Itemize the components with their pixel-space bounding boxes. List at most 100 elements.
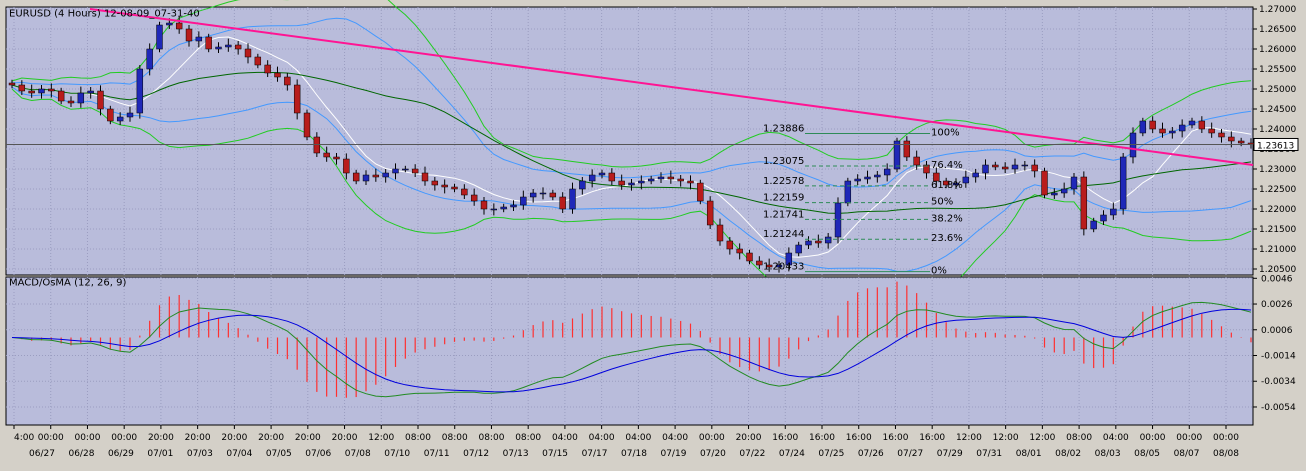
candle-body: [470, 194, 478, 202]
candle-body: [569, 188, 576, 210]
fibonacci-levels: 1.23886 100% 1.23075 76.4% 1.22578 61.8% 1.221…: [763, 124, 963, 277]
candle-body: [1119, 156, 1127, 210]
time-tick-top: 00:00: [111, 433, 137, 443]
candle-body: [48, 88, 55, 92]
time-tick-bottom: 08/03: [1095, 449, 1121, 459]
price-axis: 1.27000 1.26500 1.26000 1.25500 1.25000 1.245…: [6, 5, 1299, 275]
candle-body: [1178, 124, 1186, 132]
time-tick-bottom: 07/26: [858, 449, 884, 459]
time-tick-top: 16:00: [809, 433, 835, 443]
candle-body: [421, 172, 429, 182]
time-tick-top: 08:00: [515, 433, 541, 443]
candle-body: [834, 202, 842, 238]
time-tick-top: 08:00: [478, 433, 504, 443]
price-tick-label: 1.21000: [1259, 245, 1296, 255]
candle-body: [8, 82, 16, 86]
time-tick-top: 00:00: [1176, 433, 1202, 443]
macd-title: MACD/OsMA (12, 26, 9): [9, 277, 127, 288]
price-panel: [5, 6, 1254, 276]
candle-body: [372, 174, 380, 178]
candle-body: [284, 76, 291, 86]
fib-price-label: 1.23886: [763, 124, 804, 135]
time-tick-top: 20:00: [185, 433, 211, 443]
candle-body: [824, 236, 832, 244]
time-tick-top: 00:00: [1213, 433, 1239, 443]
time-tick-top: 12:00: [1029, 433, 1055, 443]
fib-level-label: 100%: [931, 128, 960, 139]
macd-main-line: [11, 301, 1252, 398]
time-tick-top: 08:00: [442, 433, 468, 443]
candle-body: [923, 164, 930, 174]
time-tick-bottom: 07/22: [739, 449, 765, 459]
macd-series: [11, 281, 1252, 398]
candle-body: [323, 152, 330, 158]
candle-body: [18, 84, 26, 92]
candle-body: [1090, 220, 1097, 230]
candle-body: [1100, 214, 1107, 222]
time-tick-top: 00:00: [74, 433, 100, 443]
candle-body: [677, 178, 684, 182]
price-tick-label: 1.23000: [1259, 165, 1296, 175]
candle-body: [736, 248, 743, 254]
time-tick-bottom: 07/01: [147, 449, 173, 459]
candle-body: [215, 46, 222, 50]
time-tick-top: 00:00: [1140, 433, 1166, 443]
candle-body: [1031, 164, 1038, 172]
candle-body: [274, 72, 281, 78]
time-tick-bottom: 07/10: [384, 449, 410, 459]
fib-level-label: 0%: [931, 266, 947, 277]
fib-level-label: 50%: [931, 197, 953, 208]
candle-body: [618, 180, 625, 186]
time-tick-top: 16:00: [882, 433, 908, 443]
price-tick-label: 1.25500: [1259, 65, 1296, 75]
candle-body: [775, 264, 783, 268]
candle-body: [1169, 130, 1176, 134]
time-tick-top: 08:00: [405, 433, 431, 443]
candle-body: [952, 182, 960, 186]
candle-body: [441, 184, 448, 188]
candle-body: [362, 174, 370, 182]
candle-body: [1218, 132, 1225, 138]
current-price-box: [1253, 137, 1299, 151]
candle-body: [1021, 164, 1029, 167]
bollinger-upper-outer: [11, 0, 1252, 168]
candle-body: [716, 224, 724, 242]
time-tick-bottom: 07/15: [542, 449, 568, 459]
macd-axis: 0.0046 0.0026 0.0006 -0.0014 -0.0034 -0.0054: [1253, 274, 1296, 413]
price-tick-label: 1.24500: [1259, 105, 1296, 115]
candle-body: [303, 112, 311, 138]
fib-price-label: 1.21244: [763, 229, 804, 240]
time-tick-bottom: 07/12: [463, 449, 489, 459]
time-tick-top: 20:00: [736, 433, 762, 443]
macd-grid: [6, 277, 1253, 425]
chart-title: EURUSD (4 Hours) 12-08-09_07-31-40: [9, 8, 200, 19]
time-tick-top: 20:00: [221, 433, 247, 443]
candle-body: [185, 28, 193, 42]
time-tick-top: 04:00: [662, 433, 688, 443]
candle-body: [1129, 132, 1137, 158]
candle-body: [657, 176, 665, 180]
candle-body: [1188, 120, 1196, 126]
candle-body: [942, 180, 950, 186]
macd-tick-label: 0.0026: [1261, 300, 1293, 310]
candle-body: [638, 180, 645, 184]
candle-body: [579, 180, 586, 190]
candle-body: [687, 180, 694, 184]
candle-body: [480, 200, 488, 210]
fib-price-label: 1.22578: [763, 176, 804, 187]
candle-body: [864, 176, 871, 180]
candle-body: [38, 88, 45, 94]
time-tick-bottom: 07/19: [660, 449, 686, 459]
time-tick-top: 20:00: [332, 433, 358, 443]
fib-price-label: 1.20433: [763, 262, 804, 273]
candle-body: [97, 90, 104, 110]
candle-body: [874, 174, 881, 178]
trendline: [89, 8, 1254, 166]
time-tick-top: 04:00: [1103, 433, 1129, 443]
candle-body: [529, 192, 537, 198]
macd-tick-label: -0.0014: [1261, 352, 1296, 362]
candle-body: [1228, 136, 1235, 142]
time-tick-bottom: 08/08: [1213, 449, 1239, 459]
candle-body: [805, 240, 812, 246]
candle-body: [333, 156, 340, 160]
